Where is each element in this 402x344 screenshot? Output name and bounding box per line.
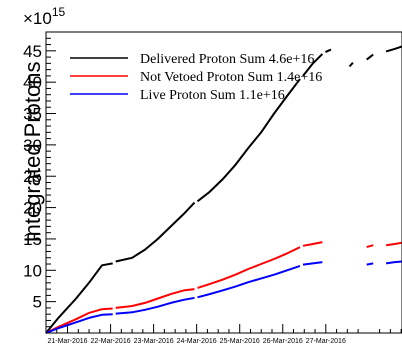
series-line-delivered-proton-sum <box>115 201 196 263</box>
y-tick-label: 5 <box>33 293 42 312</box>
y-tick-label: 45 <box>23 42 42 61</box>
series-line-live-proton-sum <box>385 260 402 265</box>
x-tick-label: 21-Mar-2016 <box>47 338 87 344</box>
series-layer <box>45 45 402 334</box>
series-line-not-vetoed-proton-sum <box>115 288 195 309</box>
y-tick-label: 40 <box>23 73 42 92</box>
x-tick-label: 27-Mar-2016 <box>306 338 346 344</box>
series-line-live-proton-sum <box>45 313 113 334</box>
y-tick-label: 15 <box>23 230 42 249</box>
legend: Delivered Proton Sum 4.6e+16 Not Vetoed … <box>70 52 322 103</box>
x-tick-label: 22-Mar-2016 <box>91 338 131 344</box>
series-line-delivered-proton-sum <box>366 53 374 61</box>
y-axis-ticks: 5 10 15 20 25 30 35 40 45 <box>23 37 56 328</box>
plot-frame <box>45 31 402 334</box>
legend-label-live: Live Proton Sum 1.1e+16 <box>140 88 285 103</box>
exponent-base: ×10 <box>23 9 52 28</box>
series-line-live-proton-sum <box>115 296 195 315</box>
series-line-delivered-proton-sum <box>302 53 324 77</box>
x-tick-label: 24-Mar-2016 <box>177 338 217 344</box>
y-tick-label: 20 <box>23 199 42 218</box>
series-line-not-vetoed-proton-sum <box>302 241 323 247</box>
series-line-live-proton-sum <box>197 264 301 299</box>
series-line-delivered-proton-sum <box>324 48 332 54</box>
series-line-delivered-proton-sum <box>385 45 402 53</box>
y-tick-label: 35 <box>23 105 42 124</box>
legend-label-delivered: Delivered Proton Sum 4.6e+16 <box>140 52 314 67</box>
series-line-not-vetoed-proton-sum <box>385 241 402 247</box>
legend-label-not-vetoed: Not Vetoed Proton Sum 1.4e+16 <box>140 70 322 85</box>
y-axis-label: Integrated Protons <box>20 61 45 242</box>
exponent-label: ×1015 <box>23 5 66 28</box>
x-axis-ticks: 21-Mar-2016 22-Mar-2016 23-Mar-2016 24-Mar-… <box>47 324 402 344</box>
y-tick-label: 30 <box>23 136 42 155</box>
x-tick-label: 25-Mar-2016 <box>220 338 260 344</box>
series-line-delivered-proton-sum <box>348 62 354 68</box>
series-line-delivered-proton-sum <box>45 262 113 334</box>
series-line-live-proton-sum <box>366 262 374 266</box>
series-line-not-vetoed-proton-sum <box>45 307 113 334</box>
y-tick-label: 10 <box>23 261 42 280</box>
x-tick-label: 26-Mar-2016 <box>263 338 303 344</box>
series-line-not-vetoed-proton-sum <box>366 244 374 249</box>
x-tick-label: 23-Mar-2016 <box>134 338 174 344</box>
series-line-delivered-proton-sum <box>196 78 301 203</box>
exponent-power: 15 <box>52 5 66 19</box>
series-line-not-vetoed-proton-sum <box>197 246 301 289</box>
y-tick-label: 25 <box>23 167 42 186</box>
series-line-live-proton-sum <box>302 261 323 266</box>
